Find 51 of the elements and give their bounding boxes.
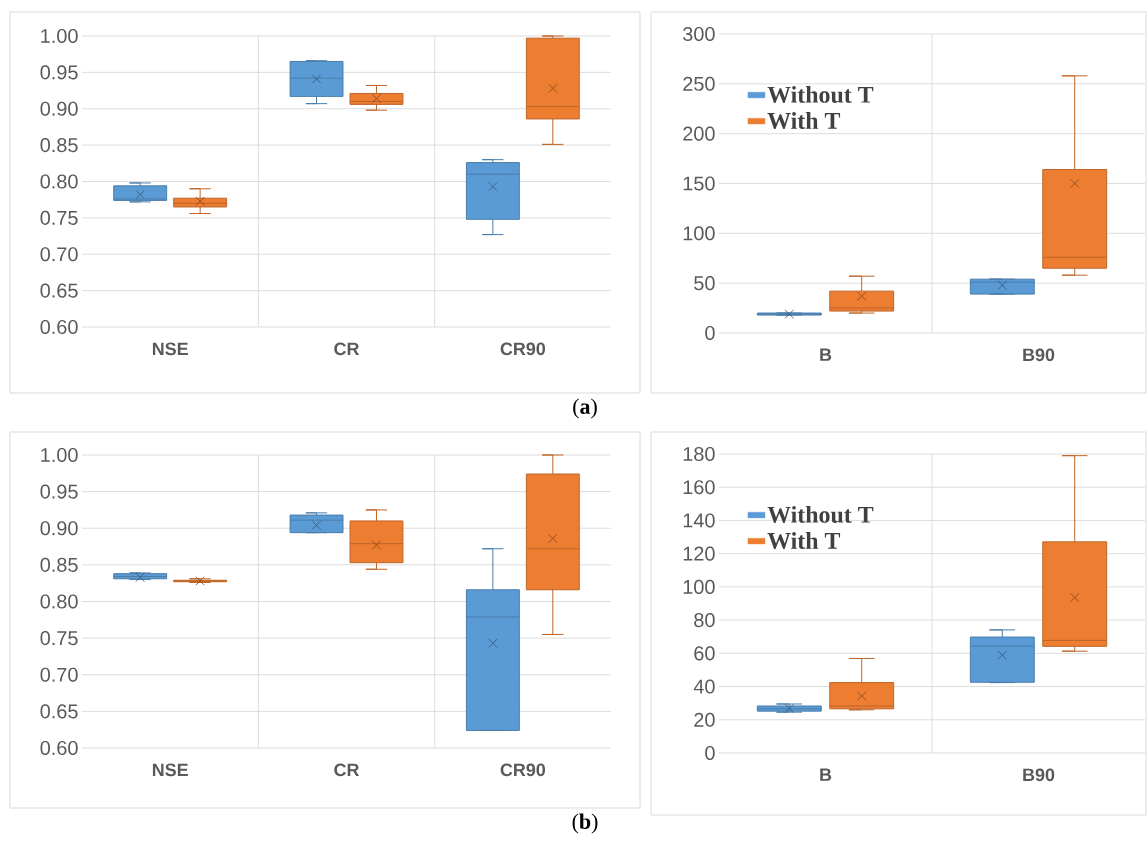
- legend-label: Without T: [767, 86, 874, 103]
- y-tick-label: 0.65: [40, 283, 78, 298]
- x-tick-label: B: [820, 348, 832, 361]
- y-tick-label: 0.95: [40, 65, 78, 80]
- y-tick-label: 80: [694, 613, 715, 628]
- y-tick-label: 100: [683, 226, 715, 241]
- y-tick-label: 100: [683, 579, 715, 594]
- y-tick-label: 160: [683, 480, 715, 495]
- y-tick-label: 0.85: [40, 138, 78, 153]
- y-tick-label: 300: [683, 26, 715, 42]
- y-tick-label: 180: [683, 446, 715, 462]
- y-tick-label: 1.00: [41, 28, 78, 44]
- x-tick-label: CR: [334, 763, 360, 777]
- x-tick-label: B: [820, 768, 832, 781]
- x-tick-label: B90: [1023, 348, 1055, 362]
- text: (a): [573, 398, 597, 419]
- y-tick-label: 120: [683, 546, 715, 561]
- y-tick-label: 0.75: [40, 631, 78, 646]
- y-tick-label: 0.90: [40, 521, 78, 536]
- legend-label: With T: [767, 112, 841, 130]
- y-tick-label: 0.80: [40, 174, 78, 189]
- x-tick-label: CR: [334, 342, 360, 356]
- y-tick-label: 0.60: [40, 319, 78, 335]
- y-tick-label: 0: [705, 745, 715, 761]
- y-tick-label: 150: [683, 176, 715, 191]
- y-tick-label: 0.90: [40, 101, 78, 116]
- y-tick-label: 250: [683, 76, 715, 91]
- y-tick-label: 0.70: [40, 247, 78, 262]
- y-tick-label: 200: [683, 126, 715, 141]
- text: (b): [572, 813, 598, 834]
- x-tick-label: CR90: [500, 763, 546, 777]
- y-tick-label: 0: [705, 325, 715, 341]
- y-tick-label: 0.65: [40, 704, 78, 719]
- y-tick-label: 140: [683, 513, 715, 528]
- x-tick-label: NSE: [152, 763, 188, 777]
- y-tick-label: 0.80: [40, 594, 78, 609]
- y-tick-label: 60: [694, 646, 715, 661]
- legend-label: With T: [767, 532, 841, 550]
- y-tick-label: 0.85: [40, 557, 78, 572]
- x-tick-label: CR90: [500, 342, 546, 356]
- legend-label: Without T: [767, 506, 874, 523]
- y-tick-label: 0.70: [40, 667, 78, 682]
- x-tick-label: B90: [1023, 768, 1055, 782]
- y-tick-label: 0.95: [40, 484, 78, 499]
- y-tick-label: 0.75: [40, 210, 78, 225]
- x-tick-label: NSE: [152, 342, 188, 356]
- y-tick-label: 1.00: [41, 447, 78, 463]
- y-tick-label: 0.60: [40, 740, 78, 756]
- y-tick-label: 40: [693, 679, 715, 694]
- y-tick-label: 50: [694, 276, 715, 291]
- y-tick-label: 20: [694, 712, 715, 727]
